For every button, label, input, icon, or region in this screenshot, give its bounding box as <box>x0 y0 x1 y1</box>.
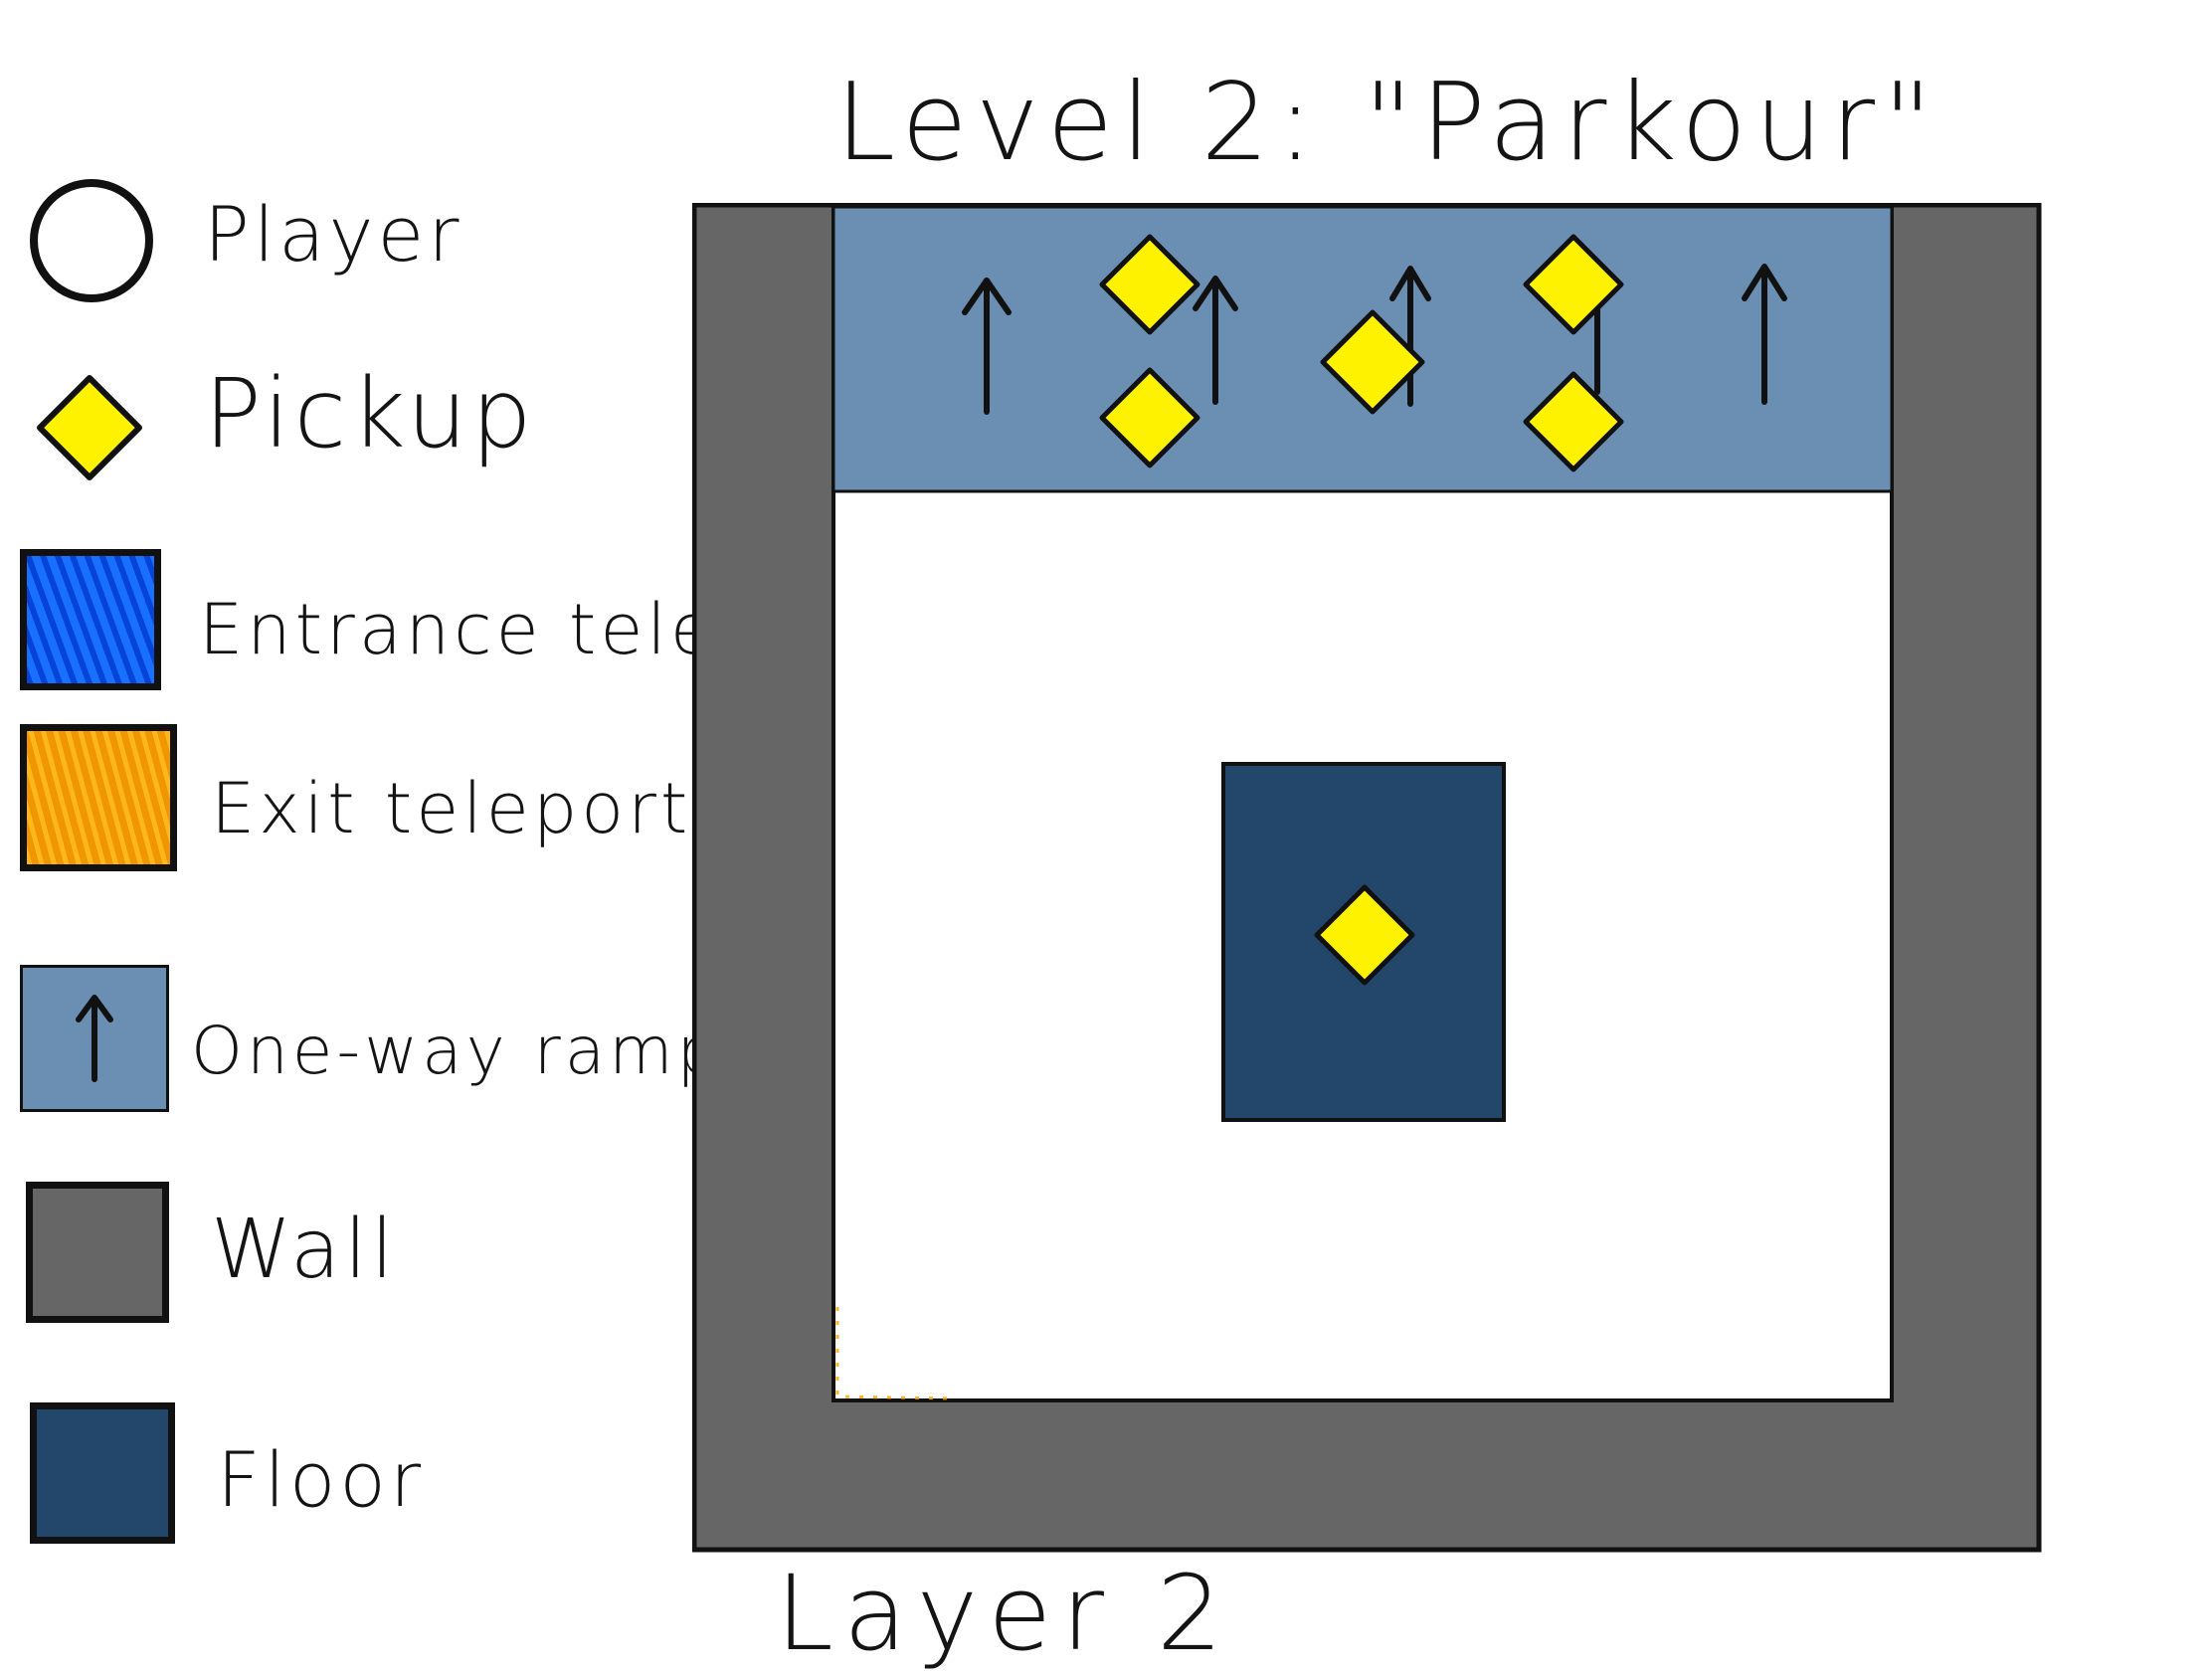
one-way-ramp-legend-icon <box>20 965 169 1112</box>
legend-label-player: Player <box>204 190 463 279</box>
ramp-arrow-icon <box>1742 264 1787 405</box>
wall-legend-icon <box>26 1182 169 1323</box>
ramp-arrow-icon <box>1193 276 1238 405</box>
entrance-teleporter-legend-icon <box>20 549 161 690</box>
legend-label-exit-teleporter: Exit teleporter <box>211 768 772 849</box>
pickup-legend-icon <box>30 368 149 487</box>
ramp-arrow-icon <box>962 278 1012 415</box>
exit-teleporter-legend-icon <box>20 724 177 871</box>
legend-label-wall: Wall <box>211 1203 398 1297</box>
pickup-icon <box>1099 367 1200 468</box>
player-legend-icon <box>30 179 153 302</box>
ramp-arrow-icon <box>1389 266 1431 407</box>
pickup-icon <box>1523 234 1624 335</box>
pickup-icon <box>1099 234 1200 335</box>
exit-teleporter-marker <box>835 1307 952 1400</box>
level-map <box>692 203 2042 1553</box>
pickup-icon <box>1314 884 1415 986</box>
pickup-icon <box>1320 309 1425 415</box>
legend-label-pickup: Pickup <box>204 358 536 469</box>
layer-label: Layer 2 <box>776 1553 1233 1674</box>
legend-label-entrance-teleporter: Entrance tele. <box>199 589 744 670</box>
floor-legend-icon <box>30 1402 175 1544</box>
pickup-icon <box>1523 371 1624 472</box>
level-title: Level 2: "Parkour" <box>835 61 1940 185</box>
legend-label-one-way-ramp: One-way ramp <box>191 1013 723 1089</box>
up-arrow-icon <box>76 995 113 1082</box>
legend-label-floor: Floor <box>217 1435 426 1524</box>
